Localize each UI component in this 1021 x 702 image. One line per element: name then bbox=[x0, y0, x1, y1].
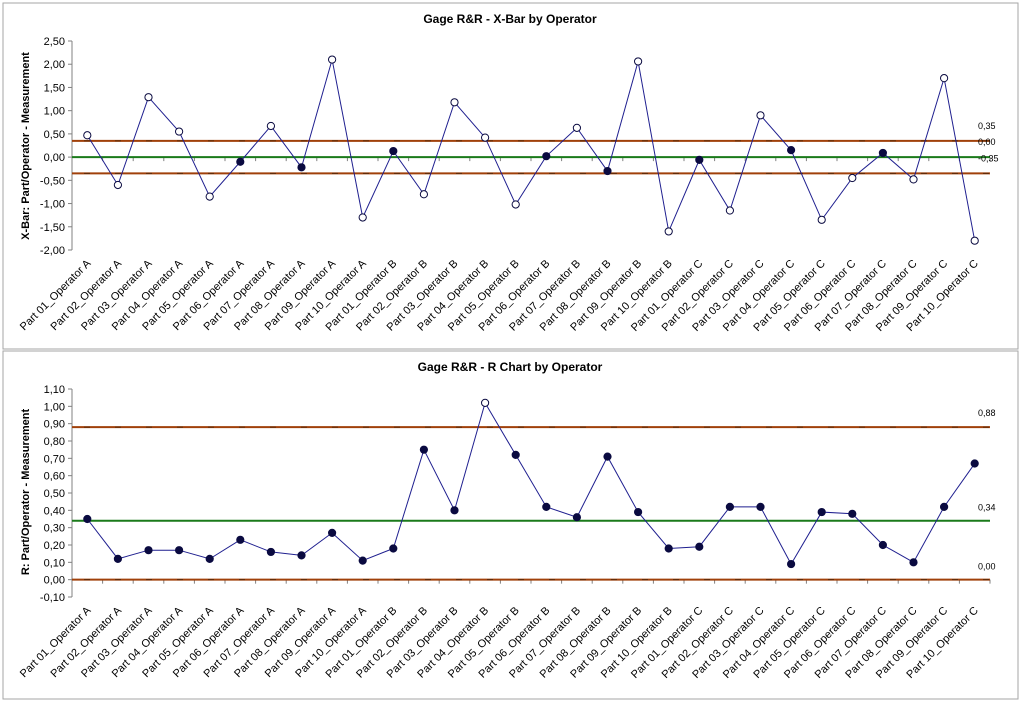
xbar-data-point bbox=[940, 74, 949, 83]
r-data-point bbox=[419, 445, 428, 454]
xbar-data-point bbox=[603, 166, 612, 176]
xbar-y-tick-label: -2,00 bbox=[40, 245, 65, 257]
xbar-lcl-label: -0,35 bbox=[978, 153, 999, 163]
xbar-chart-y-axis-label: X-Bar: Part/Operator - Measurement bbox=[20, 52, 32, 240]
r-data-point bbox=[236, 535, 245, 544]
r-data-point bbox=[787, 559, 796, 569]
xbar-y-tick-label: 2,50 bbox=[44, 36, 65, 48]
r-y-tick-label: 1,10 bbox=[44, 384, 65, 396]
r-chart-frame bbox=[2, 350, 1019, 700]
xbar-data-point bbox=[144, 93, 153, 102]
xbar-data-point bbox=[328, 55, 337, 64]
xbar-data-point bbox=[542, 152, 551, 161]
xbar-data-point bbox=[909, 175, 918, 184]
xbar-data-point bbox=[970, 236, 979, 245]
r-data-point bbox=[144, 546, 153, 555]
xbar-data-point bbox=[236, 157, 245, 166]
xbar-y-tick-label: 0,00 bbox=[44, 152, 65, 164]
xbar-data-point bbox=[664, 227, 673, 236]
r-lcl-label: 0,00 bbox=[978, 562, 996, 572]
xbar-data-point bbox=[634, 57, 643, 66]
r-data-point bbox=[175, 546, 184, 555]
xbar-data-point bbox=[848, 173, 857, 183]
xbar-data-point bbox=[83, 131, 92, 140]
xbar-data-point bbox=[205, 192, 214, 201]
xbar-y-tick-label: 2,00 bbox=[44, 59, 65, 71]
xbar-data-point bbox=[695, 155, 704, 164]
r-data-point bbox=[297, 551, 306, 560]
r-y-tick-label: 0,20 bbox=[44, 540, 65, 552]
xbar-data-point bbox=[297, 163, 306, 172]
r-chart-y-axis-label: R: Part/Operator - Measurement bbox=[20, 409, 32, 576]
r-data-point bbox=[481, 398, 490, 407]
xbar-data-point bbox=[725, 206, 735, 215]
r-data-point bbox=[756, 502, 765, 511]
r-data-point bbox=[389, 544, 398, 553]
r-series-line bbox=[86, 401, 976, 566]
xbar-data-point bbox=[511, 200, 520, 209]
r-y-tick-label: 0,70 bbox=[44, 453, 65, 465]
xbar-data-point bbox=[450, 98, 459, 107]
xbar-y-tick-label: 0,50 bbox=[44, 129, 65, 141]
r-data-point bbox=[328, 528, 337, 537]
xbar-y-tick-label: -0,50 bbox=[40, 175, 65, 187]
xbar-data-point bbox=[572, 123, 582, 132]
xbar-data-point bbox=[266, 121, 275, 131]
r-ucl-label: 0,88 bbox=[978, 408, 996, 418]
xbar-data-point bbox=[756, 111, 765, 120]
xbar-data-point bbox=[419, 190, 428, 199]
xbar-ucl-label: 0,35 bbox=[978, 121, 996, 131]
r-chart-title: Gage R&R - R Chart by Operator bbox=[418, 360, 603, 374]
xbar-data-point bbox=[389, 146, 398, 156]
r-data-point bbox=[695, 542, 704, 551]
xbar-data-point bbox=[481, 133, 490, 142]
r-data-point bbox=[848, 509, 857, 518]
r-data-point bbox=[634, 507, 643, 517]
r-data-point bbox=[511, 450, 520, 459]
r-y-tick-label: 0,50 bbox=[44, 488, 65, 500]
r-data-point bbox=[205, 554, 214, 563]
xbar-y-tick-label: -1,50 bbox=[40, 222, 65, 234]
xbar-y-tick-label: -1,00 bbox=[40, 199, 65, 211]
r-y-tick-label: 0,30 bbox=[44, 523, 65, 535]
r-y-tick-label: 0,80 bbox=[44, 436, 65, 448]
r-data-point bbox=[725, 502, 735, 511]
r-data-point bbox=[358, 556, 367, 565]
xbar-y-tick-label: 1,00 bbox=[44, 106, 65, 118]
r-y-tick-label: 0,90 bbox=[44, 419, 65, 431]
xbar-chart-panel: Gage R&R - X-Bar by Operator X-Bar: Part… bbox=[2, 2, 1019, 350]
xbar-y-tick-label: 1,50 bbox=[44, 82, 65, 94]
xbar-series-line bbox=[86, 59, 976, 241]
xbar-data-point bbox=[113, 180, 123, 190]
xbar-data-point bbox=[787, 146, 796, 155]
r-data-point bbox=[266, 547, 275, 557]
r-y-tick-label: 0,60 bbox=[44, 471, 65, 483]
r-data-point bbox=[909, 558, 918, 567]
xbar-chart-title: Gage R&R - X-Bar by Operator bbox=[423, 12, 597, 26]
r-data-point bbox=[113, 554, 123, 563]
r-y-tick-label: 1,00 bbox=[44, 401, 65, 413]
r-chart-panel: Gage R&R - R Chart by Operator R: Part/O… bbox=[2, 350, 1019, 700]
r-y-tick-label: 0,10 bbox=[44, 557, 65, 569]
xbar-data-point bbox=[358, 213, 367, 222]
xbar-data-point bbox=[817, 215, 826, 224]
r-data-point bbox=[450, 506, 459, 515]
r-y-tick-label: 0,40 bbox=[44, 505, 65, 517]
xbar-center-label: 0,00 bbox=[978, 137, 996, 147]
r-data-point bbox=[83, 514, 92, 524]
r-data-point bbox=[542, 502, 551, 511]
r-data-point bbox=[878, 540, 888, 550]
r-data-point bbox=[817, 507, 826, 517]
r-data-point bbox=[572, 513, 582, 522]
xbar-data-point bbox=[878, 148, 888, 158]
r-center-label: 0,34 bbox=[978, 503, 996, 513]
r-data-point bbox=[603, 452, 612, 461]
r-data-point bbox=[664, 544, 673, 553]
r-y-tick-label: 0,00 bbox=[44, 575, 65, 587]
xbar-data-point bbox=[175, 127, 184, 136]
r-y-tick-label: -0,10 bbox=[40, 592, 65, 604]
r-data-point bbox=[940, 502, 949, 511]
r-data-point bbox=[970, 459, 979, 468]
